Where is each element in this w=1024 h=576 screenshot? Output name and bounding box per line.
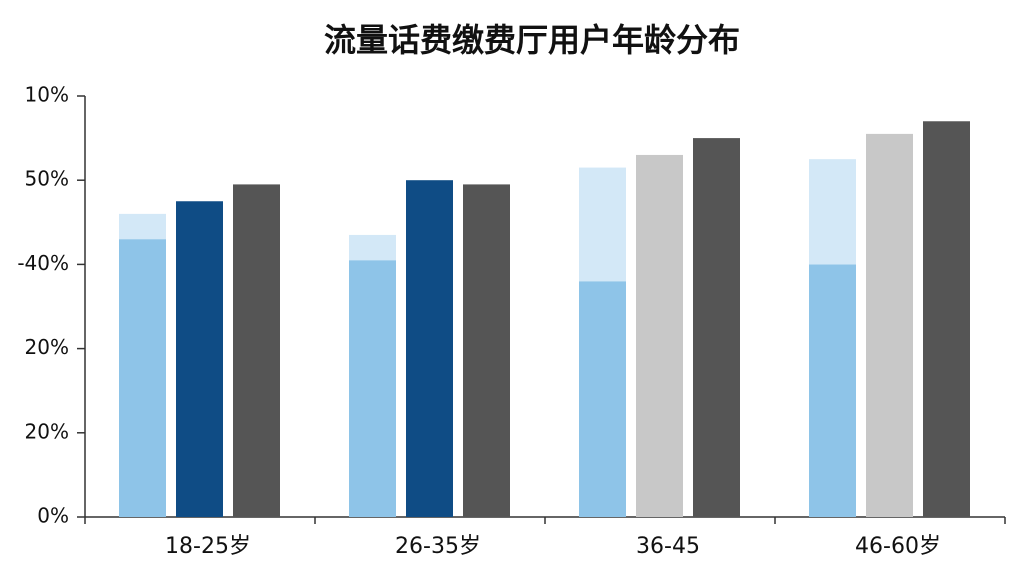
bar [693,138,740,517]
x-tick-label: 18-25岁 [165,534,251,559]
bar [579,281,626,517]
y-tick-label: 20% [25,335,69,359]
bar [579,167,626,282]
bar [233,184,280,517]
bar [636,154,683,517]
bar [463,184,510,517]
x-tick-label: 26-35岁 [395,534,481,559]
bar [809,264,856,517]
y-tick-label: 10% [25,83,69,107]
bar [119,239,166,517]
bar [923,121,970,517]
y-tick-label: 20% [25,419,69,443]
bar [809,159,856,265]
bar [119,213,166,240]
y-tick-label: -40% [17,251,69,275]
bar [349,234,396,261]
y-tick-label: 0% [37,504,69,528]
bar [176,201,223,517]
bar [406,180,453,517]
bar [866,133,913,517]
x-tick-label: 46-60岁 [855,534,941,559]
bar [349,260,396,517]
x-tick-label: 36-45 [636,534,700,559]
chart-title: 流量话费缴费厅用户年龄分布 [324,21,740,59]
y-tick-label: 50% [25,167,69,191]
